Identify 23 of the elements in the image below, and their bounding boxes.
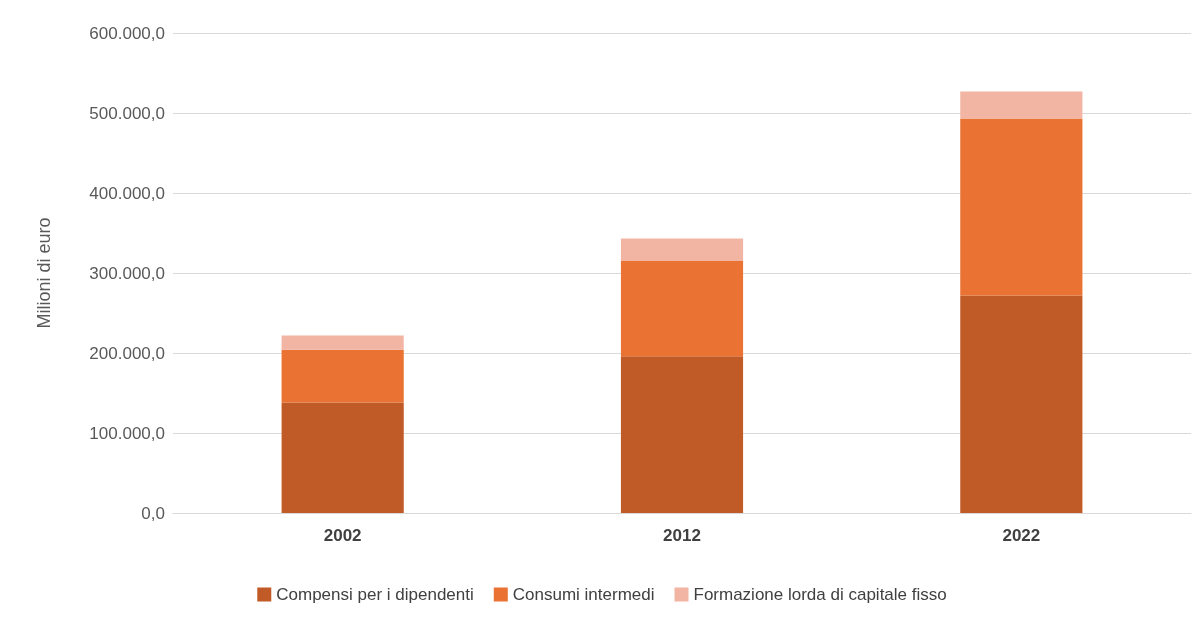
bar bbox=[281, 335, 404, 350]
bar bbox=[620, 261, 744, 357]
y-tick-label: 600.000,0 bbox=[89, 23, 165, 43]
legend-label: Consumi intermedi bbox=[512, 585, 655, 604]
bar bbox=[620, 356, 744, 513]
y-tick-label: 0,0 bbox=[141, 503, 165, 523]
bar bbox=[960, 118, 1083, 296]
x-tick-label: 2022 bbox=[1002, 526, 1041, 545]
bar bbox=[960, 91, 1083, 119]
y-tick-label: 400.000,0 bbox=[89, 183, 165, 203]
bar bbox=[281, 402, 404, 513]
bar bbox=[960, 295, 1083, 513]
bar bbox=[281, 349, 404, 403]
bar bbox=[620, 238, 744, 261]
y-tick-label: 200.000,0 bbox=[89, 343, 165, 363]
legend-label: Compensi per i dipendenti bbox=[276, 585, 474, 604]
x-tick-label: 2012 bbox=[663, 526, 701, 545]
legend-label: Formazione lorda di capitale fisso bbox=[693, 585, 947, 604]
y-tick-label: 300.000,0 bbox=[89, 263, 165, 283]
y-tick-label: 100.000,0 bbox=[89, 423, 165, 443]
x-tick-label: 2002 bbox=[323, 526, 362, 545]
y-tick-label: 500.000,0 bbox=[89, 103, 165, 123]
y-axis-title: Milioni di euro bbox=[34, 217, 54, 329]
